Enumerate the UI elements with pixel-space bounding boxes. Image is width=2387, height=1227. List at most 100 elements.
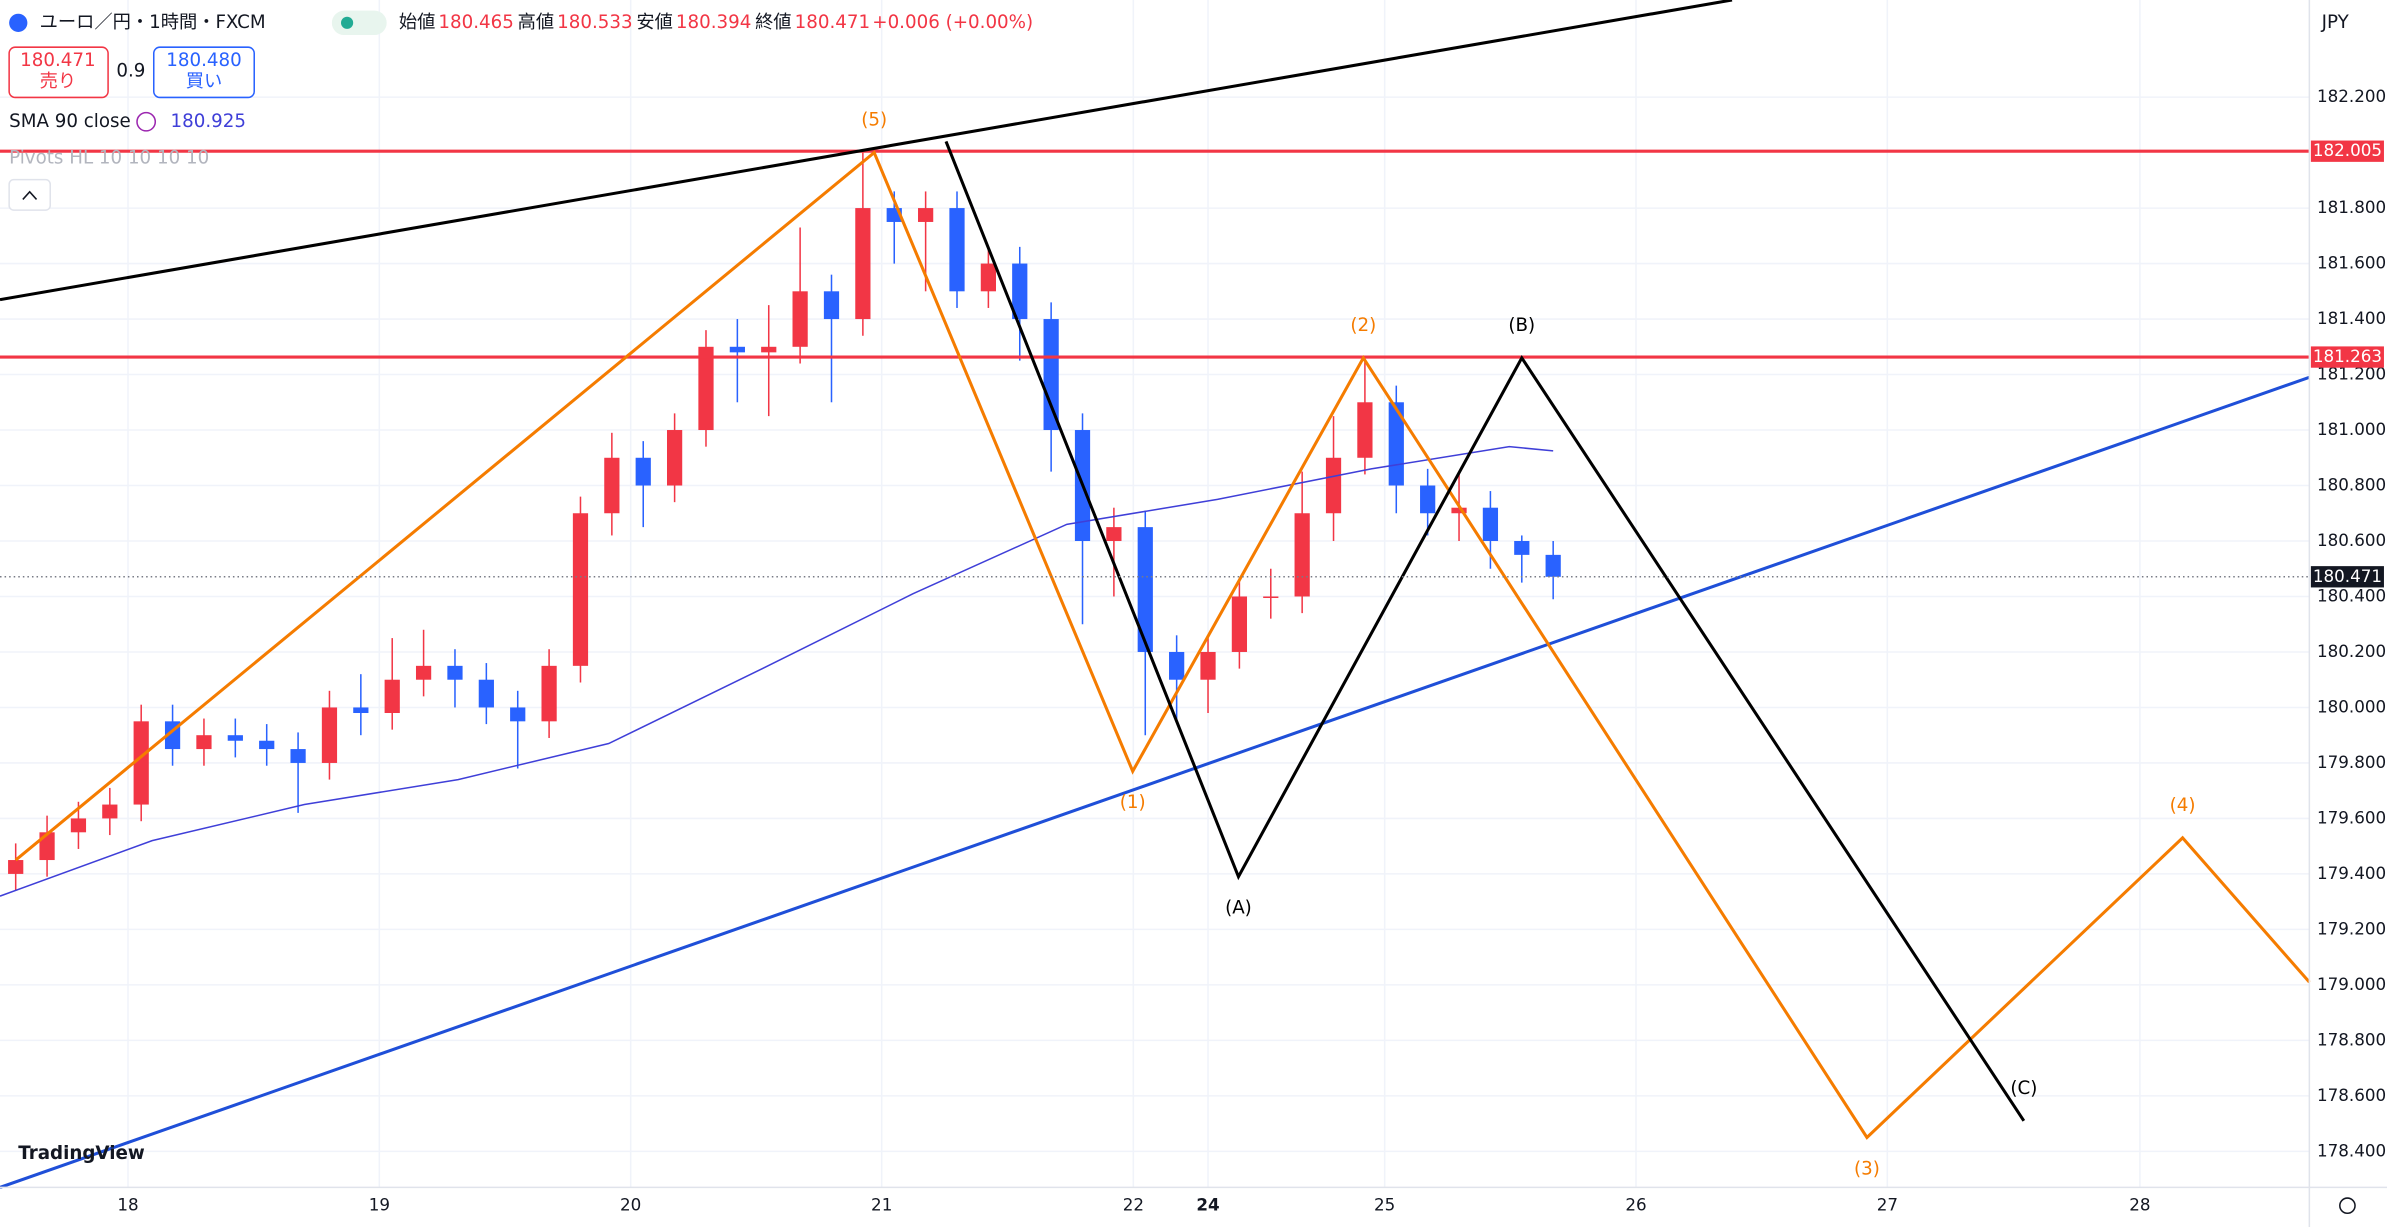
y-tick-label: 180.600 xyxy=(2317,530,2386,550)
currency: JPY xyxy=(2321,12,2350,33)
x-tick-label: 24 xyxy=(1196,1195,1219,1215)
candle-body xyxy=(8,860,24,874)
candle-body xyxy=(102,804,118,819)
candle-body xyxy=(761,346,777,353)
sell-button[interactable] xyxy=(8,46,109,99)
x-tick-label: 28 xyxy=(2129,1195,2150,1215)
wave-line xyxy=(944,140,2026,1122)
candle-body xyxy=(70,818,87,833)
buy-price[interactable]: 180.480 xyxy=(166,50,241,71)
trend-line xyxy=(0,375,2310,1189)
y-tick-label: 178.600 xyxy=(2317,1085,2386,1105)
buy-button[interactable] xyxy=(152,46,255,99)
candle-body xyxy=(1357,402,1373,458)
candle-body xyxy=(478,679,494,708)
high-label: 高値 xyxy=(518,12,555,33)
level-tag xyxy=(2310,346,2384,368)
y-tick-label: 182.200 xyxy=(2317,86,2386,106)
sma-icon xyxy=(136,111,157,132)
close-label: 終値 xyxy=(755,12,792,33)
candle-body xyxy=(1482,507,1499,541)
open-value: 180.465 xyxy=(438,12,513,33)
candle-body xyxy=(353,707,369,714)
spread: 0.9 xyxy=(116,61,145,82)
candle-body xyxy=(290,749,306,763)
collapse-icon[interactable] xyxy=(22,190,38,200)
candle-body xyxy=(604,457,620,514)
sell-price[interactable]: 180.471 xyxy=(20,50,95,71)
wave-label: (A) xyxy=(1225,898,1252,919)
candle-body xyxy=(1325,457,1342,514)
candle-body xyxy=(980,263,996,292)
candle-body xyxy=(1200,651,1216,680)
trend-line xyxy=(0,0,1733,302)
candle-body xyxy=(635,457,651,486)
candle-body xyxy=(792,291,808,347)
y-tick-label: 180.200 xyxy=(2317,641,2386,661)
candle-body xyxy=(384,679,400,714)
sma-value: 180.925 xyxy=(170,111,245,132)
wave-label: (5) xyxy=(861,110,887,131)
y-tick-label: 179.600 xyxy=(2317,807,2386,827)
candle-body xyxy=(855,208,871,320)
high-value: 180.533 xyxy=(557,12,632,33)
candle-body xyxy=(1545,554,1561,577)
candle-body xyxy=(1451,507,1467,514)
wave-label: (1) xyxy=(1120,792,1146,813)
open-label: 始値 xyxy=(399,12,436,33)
candle-body xyxy=(823,291,840,320)
y-tick-label: 179.400 xyxy=(2317,863,2386,883)
status-badge xyxy=(331,10,387,36)
x-tick-label: 18 xyxy=(117,1195,138,1215)
settings-icon[interactable] xyxy=(2339,1197,2356,1215)
wave-line xyxy=(14,150,2311,1140)
x-tick-label: 20 xyxy=(620,1195,641,1215)
symbol-icon xyxy=(9,13,28,32)
brand: TradingView xyxy=(18,1143,145,1164)
collapse-button[interactable] xyxy=(8,178,51,211)
candle-body xyxy=(1106,527,1122,541)
y-tick-label: 181.800 xyxy=(2317,197,2386,217)
x-tick-label: 21 xyxy=(871,1195,892,1215)
y-tick-label: 178.400 xyxy=(2317,1140,2386,1160)
change: +0.006 (+0.00%) xyxy=(872,12,1033,33)
x-tick-label: 25 xyxy=(1374,1195,1395,1215)
sell-label[interactable]: 売り xyxy=(40,71,76,92)
sma-label: SMA 90 close xyxy=(9,111,131,132)
candle-body xyxy=(1012,263,1028,320)
last-price-label: 180.471 xyxy=(2313,566,2382,586)
y-tick-label: 178.800 xyxy=(2317,1029,2386,1049)
y-tick-label: 179.200 xyxy=(2317,918,2386,938)
wave-label: (3) xyxy=(1854,1158,1880,1179)
x-tick-label: 22 xyxy=(1123,1195,1144,1215)
wave-label: (B) xyxy=(1508,315,1535,336)
candle-body xyxy=(259,740,275,750)
level-tag xyxy=(2310,140,2384,162)
wave-label: (4) xyxy=(2170,795,2196,816)
x-tick-label: 19 xyxy=(369,1195,390,1215)
status-dot xyxy=(341,16,354,29)
candle-body xyxy=(1169,651,1185,680)
candle-body xyxy=(949,208,965,292)
candle-body xyxy=(1514,540,1530,555)
symbol: ユーロ／円・1時間・FXCM xyxy=(40,12,266,33)
candle-body xyxy=(698,346,714,431)
y-tick-label: 179.800 xyxy=(2317,752,2386,772)
candle-body xyxy=(541,665,557,722)
last-price-tag xyxy=(2310,566,2384,588)
sma-line xyxy=(0,445,1554,897)
candle-body xyxy=(572,513,589,666)
wave-label: (C) xyxy=(2010,1078,2037,1099)
y-tick-label: 181.200 xyxy=(2317,364,2386,384)
y-tick-label: 181.400 xyxy=(2317,308,2386,328)
y-tick-label: 181.000 xyxy=(2317,419,2386,439)
candle-body xyxy=(133,721,149,805)
wave-label: (2) xyxy=(1350,315,1376,336)
buy-label[interactable]: 買い xyxy=(186,71,223,92)
candle-body xyxy=(227,735,243,741)
y-tick-label: 181.600 xyxy=(2317,253,2386,273)
y-tick-label: 179.000 xyxy=(2317,974,2386,994)
x-tick-label: 27 xyxy=(1877,1195,1898,1215)
